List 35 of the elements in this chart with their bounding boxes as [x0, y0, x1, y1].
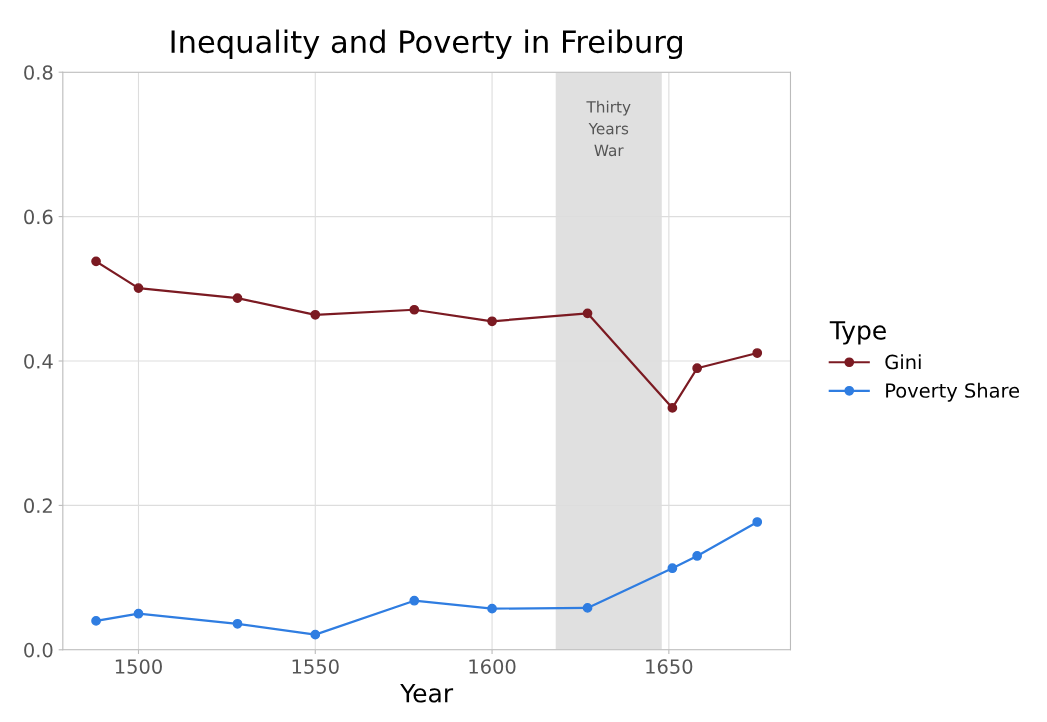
point — [409, 595, 420, 606]
point — [752, 348, 763, 358]
point — [133, 283, 144, 293]
point — [310, 629, 321, 640]
point — [667, 563, 678, 574]
point — [232, 293, 243, 304]
x-tick-label: 1650 — [646, 659, 693, 674]
legend-title: Type — [829, 321, 886, 345]
point — [487, 603, 497, 614]
y-tick-label: 0.6 — [24, 209, 53, 225]
chart-title: Inequality and Poverty in Freiburg — [171, 29, 682, 60]
point — [582, 603, 593, 613]
point — [91, 616, 101, 626]
y-tick-label: 0.8 — [24, 65, 53, 80]
point — [487, 316, 497, 327]
point — [232, 618, 243, 629]
band-label: Thirty Years War — [586, 100, 631, 157]
x-tick-label: 1600 — [469, 659, 516, 674]
point — [133, 608, 144, 619]
legend-label: Poverty Share — [886, 382, 1020, 402]
y-tick-label: 0.4 — [24, 353, 53, 369]
point — [692, 551, 703, 561]
point — [692, 363, 703, 374]
point — [582, 308, 593, 319]
point — [752, 517, 763, 527]
point — [310, 309, 321, 320]
x-axis-title: Year — [400, 683, 454, 703]
y-tick-label: 0.0 — [24, 642, 53, 658]
point — [91, 256, 101, 267]
x-tick-label: 1500 — [115, 659, 162, 674]
point — [667, 403, 678, 413]
x-tick-label: 1550 — [292, 659, 339, 674]
point — [409, 304, 420, 315]
legend-label: Gini — [885, 354, 921, 370]
y-tick-label: 0.2 — [24, 498, 52, 514]
